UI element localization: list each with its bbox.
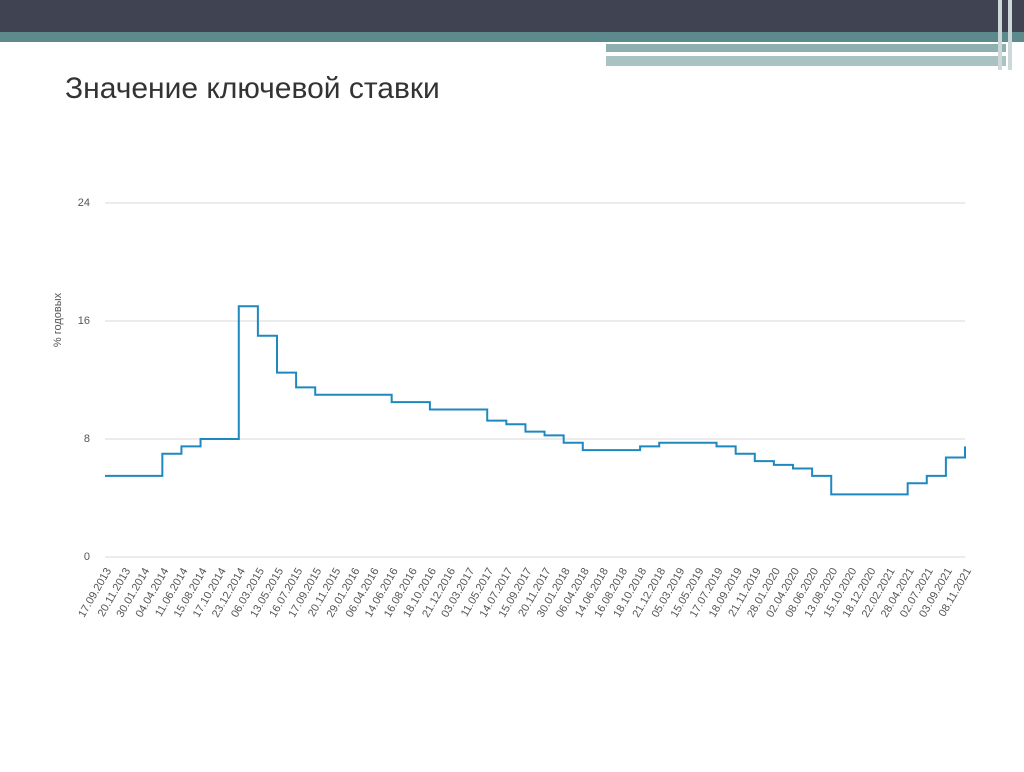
y-tick-label: 8 [84, 433, 90, 445]
y-tick-label: 16 [78, 315, 90, 327]
y-tick-label: 24 [78, 197, 90, 209]
header-stripe [1008, 0, 1012, 70]
y-axis-label: % годовых [52, 292, 64, 347]
slide-title: Значение ключевой ставки [65, 72, 440, 105]
rate-line [105, 305, 966, 496]
header-stripe [606, 56, 1006, 66]
y-tick-label: 0 [84, 551, 90, 563]
header-stripe [0, 32, 1024, 42]
header-stripe [998, 0, 1002, 70]
header-stripe [606, 44, 1006, 52]
header-band [0, 0, 1024, 32]
